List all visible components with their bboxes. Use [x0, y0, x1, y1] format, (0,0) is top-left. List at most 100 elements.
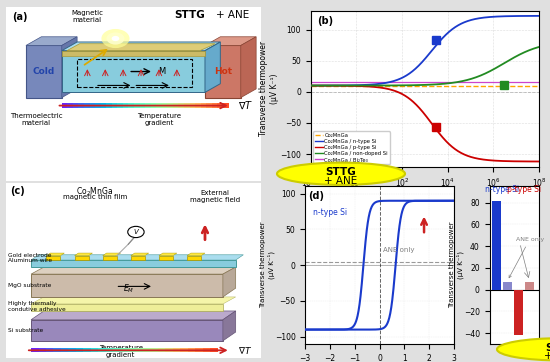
- Text: $\nabla T$: $\nabla T$: [238, 345, 252, 356]
- Bar: [129, 103, 134, 108]
- Bar: [201, 103, 207, 108]
- Polygon shape: [159, 253, 177, 256]
- Bar: [195, 103, 201, 108]
- Polygon shape: [31, 260, 236, 267]
- Bar: [206, 103, 212, 108]
- Text: Temperature
gradient: Temperature gradient: [137, 113, 181, 126]
- Circle shape: [128, 226, 144, 237]
- Bar: [159, 256, 173, 260]
- Bar: [178, 103, 184, 108]
- Ellipse shape: [497, 338, 550, 361]
- Text: Thermoelectric
material: Thermoelectric material: [10, 113, 63, 126]
- Bar: [190, 103, 195, 108]
- Bar: [131, 256, 145, 260]
- Bar: [46, 348, 54, 352]
- Text: Gold electrode: Gold electrode: [8, 253, 52, 258]
- Bar: [140, 103, 145, 108]
- Bar: [151, 103, 157, 108]
- Bar: [106, 103, 112, 108]
- Bar: [39, 348, 47, 352]
- Text: (b): (b): [317, 16, 334, 26]
- Polygon shape: [205, 42, 221, 92]
- Polygon shape: [26, 46, 62, 98]
- Text: (d): (d): [308, 191, 324, 201]
- Legend: Co₂MnGa, Co₂MnGa / n-type Si, Co₂MnGa / p-type Si, Co₂MnGa / non-doped Si, Co₂Mn: Co₂MnGa, Co₂MnGa / n-type Si, Co₂MnGa / …: [314, 131, 390, 164]
- Polygon shape: [75, 253, 92, 256]
- Circle shape: [112, 36, 119, 41]
- Bar: [98, 348, 106, 352]
- FancyBboxPatch shape: [6, 7, 261, 181]
- Polygon shape: [103, 253, 120, 256]
- Text: V: V: [134, 229, 138, 235]
- Bar: [162, 103, 168, 108]
- Text: (c): (c): [10, 186, 25, 196]
- Text: (a): (a): [12, 12, 28, 22]
- Y-axis label: Transverse thermopower
(μV K⁻¹): Transverse thermopower (μV K⁻¹): [260, 222, 274, 308]
- Bar: [117, 103, 123, 108]
- Bar: [61, 348, 69, 352]
- Text: $\nabla T$: $\nabla T$: [238, 100, 254, 111]
- Bar: [166, 348, 174, 352]
- Bar: [84, 103, 90, 108]
- Polygon shape: [223, 311, 236, 341]
- Bar: [31, 348, 39, 352]
- Bar: [62, 103, 68, 108]
- Polygon shape: [62, 51, 205, 92]
- Bar: [184, 103, 190, 108]
- Bar: [128, 348, 136, 352]
- Polygon shape: [205, 46, 241, 98]
- Bar: [75, 256, 89, 260]
- Bar: [173, 348, 181, 352]
- Polygon shape: [46, 253, 64, 256]
- Text: Temperature
gradient: Temperature gradient: [98, 345, 142, 358]
- Bar: [76, 348, 84, 352]
- Polygon shape: [31, 311, 236, 320]
- Bar: [112, 103, 118, 108]
- Text: STTG: STTG: [326, 168, 356, 177]
- Bar: [90, 103, 96, 108]
- Bar: [525, 282, 533, 290]
- Bar: [106, 348, 114, 352]
- Bar: [180, 348, 189, 352]
- Text: Aluminum wire: Aluminum wire: [8, 258, 52, 264]
- Text: n-type Si: n-type Si: [485, 185, 519, 194]
- Bar: [145, 103, 151, 108]
- Bar: [120, 348, 129, 352]
- Polygon shape: [62, 37, 77, 98]
- Text: Hot: Hot: [214, 67, 232, 76]
- Bar: [151, 348, 158, 352]
- FancyBboxPatch shape: [6, 183, 261, 358]
- Polygon shape: [26, 37, 77, 46]
- Polygon shape: [223, 267, 236, 297]
- Bar: [202, 348, 211, 352]
- Polygon shape: [67, 44, 215, 51]
- Text: ANE only: ANE only: [383, 247, 415, 253]
- Polygon shape: [31, 267, 236, 274]
- Bar: [167, 103, 173, 108]
- Bar: [492, 201, 501, 290]
- Bar: [67, 103, 73, 108]
- Bar: [79, 103, 84, 108]
- Polygon shape: [31, 274, 223, 297]
- Bar: [187, 256, 201, 260]
- Bar: [223, 103, 229, 108]
- Text: n-type Si: n-type Si: [312, 208, 347, 217]
- Y-axis label: Transverse thermopower
(μV K⁻¹): Transverse thermopower (μV K⁻¹): [260, 41, 279, 136]
- Polygon shape: [31, 304, 223, 311]
- Bar: [195, 348, 204, 352]
- Bar: [503, 282, 512, 290]
- Bar: [46, 256, 60, 260]
- Text: External
magnetic field: External magnetic field: [190, 190, 240, 203]
- Bar: [77, 59, 192, 87]
- Polygon shape: [62, 42, 221, 51]
- Text: ANE only: ANE only: [509, 237, 544, 278]
- Text: Magnetic
material: Magnetic material: [72, 10, 103, 23]
- Polygon shape: [131, 253, 149, 256]
- Ellipse shape: [277, 163, 405, 185]
- Bar: [95, 103, 101, 108]
- Bar: [83, 348, 91, 352]
- Polygon shape: [241, 37, 256, 98]
- Bar: [113, 348, 122, 352]
- Bar: [101, 103, 107, 108]
- Text: Cold: Cold: [33, 67, 55, 76]
